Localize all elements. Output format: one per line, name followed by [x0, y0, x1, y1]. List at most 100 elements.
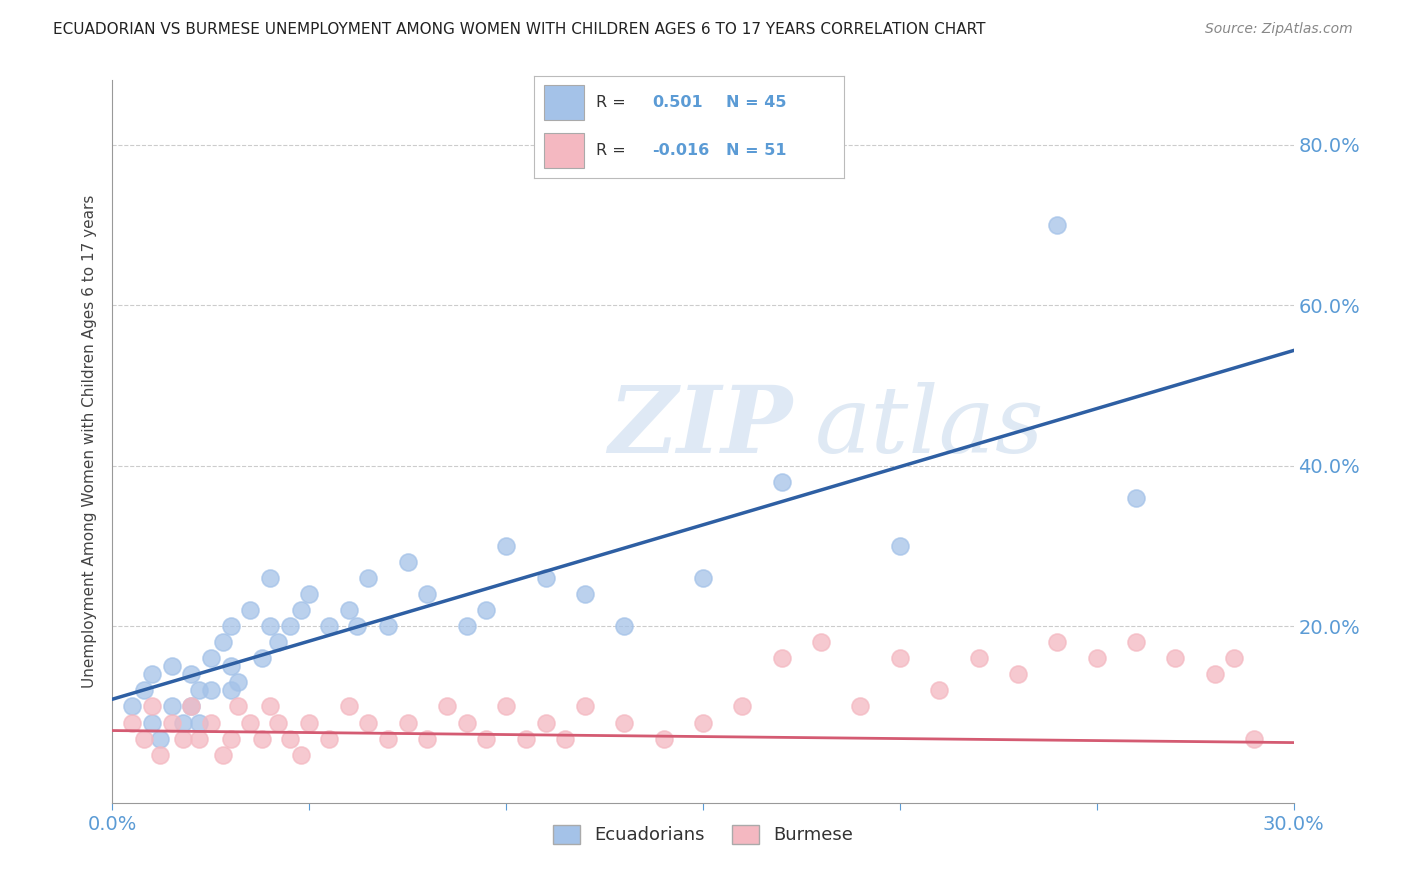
Point — [200, 683, 222, 698]
Point — [141, 715, 163, 730]
Point — [219, 731, 242, 746]
Point — [1125, 635, 1147, 649]
Y-axis label: Unemployment Among Women with Children Ages 6 to 17 years: Unemployment Among Women with Children A… — [82, 194, 97, 689]
Point — [1125, 491, 1147, 505]
Point — [250, 651, 273, 665]
Point — [259, 571, 281, 585]
FancyBboxPatch shape — [544, 133, 583, 168]
Point — [574, 587, 596, 601]
Point — [416, 587, 439, 601]
Point — [180, 699, 202, 714]
Point — [770, 651, 793, 665]
Point — [160, 699, 183, 714]
Point — [1007, 667, 1029, 681]
Point — [396, 555, 419, 569]
Point — [188, 683, 211, 698]
Text: atlas: atlas — [815, 382, 1045, 472]
Point — [239, 603, 262, 617]
Point — [574, 699, 596, 714]
Point — [267, 715, 290, 730]
Point — [259, 699, 281, 714]
Point — [180, 667, 202, 681]
Point — [534, 715, 557, 730]
Text: 0.501: 0.501 — [652, 95, 703, 110]
FancyBboxPatch shape — [544, 85, 583, 120]
Point — [889, 651, 911, 665]
Point — [692, 715, 714, 730]
Point — [436, 699, 458, 714]
Point — [652, 731, 675, 746]
Point — [396, 715, 419, 730]
Point — [495, 699, 517, 714]
Point — [141, 667, 163, 681]
Point — [849, 699, 872, 714]
Point — [141, 699, 163, 714]
Legend: Ecuadorians, Burmese: Ecuadorians, Burmese — [546, 818, 860, 852]
Point — [357, 571, 380, 585]
Point — [456, 715, 478, 730]
Point — [1164, 651, 1187, 665]
Point — [267, 635, 290, 649]
Point — [160, 715, 183, 730]
Point — [298, 715, 321, 730]
Point — [534, 571, 557, 585]
Point — [219, 683, 242, 698]
Point — [149, 747, 172, 762]
Point — [377, 731, 399, 746]
Point — [298, 587, 321, 601]
Point — [180, 699, 202, 714]
Point — [219, 619, 242, 633]
Point — [475, 731, 498, 746]
Text: ECUADORIAN VS BURMESE UNEMPLOYMENT AMONG WOMEN WITH CHILDREN AGES 6 TO 17 YEARS : ECUADORIAN VS BURMESE UNEMPLOYMENT AMONG… — [53, 22, 986, 37]
Point — [928, 683, 950, 698]
Point — [692, 571, 714, 585]
Point — [259, 619, 281, 633]
Point — [357, 715, 380, 730]
Point — [967, 651, 990, 665]
Text: N = 51: N = 51 — [725, 144, 786, 158]
Point — [1085, 651, 1108, 665]
Point — [337, 603, 360, 617]
Point — [1204, 667, 1226, 681]
Point — [290, 603, 312, 617]
Point — [337, 699, 360, 714]
Text: -0.016: -0.016 — [652, 144, 709, 158]
Point — [172, 715, 194, 730]
Text: Source: ZipAtlas.com: Source: ZipAtlas.com — [1205, 22, 1353, 37]
Point — [278, 619, 301, 633]
Text: ZIP: ZIP — [609, 382, 793, 472]
Point — [132, 683, 155, 698]
Point — [188, 731, 211, 746]
Point — [515, 731, 537, 746]
Point — [149, 731, 172, 746]
Point — [278, 731, 301, 746]
Point — [1046, 635, 1069, 649]
Point — [613, 619, 636, 633]
Point — [219, 659, 242, 673]
Point — [200, 651, 222, 665]
Point — [810, 635, 832, 649]
Point — [290, 747, 312, 762]
Point — [416, 731, 439, 746]
Point — [188, 715, 211, 730]
Point — [346, 619, 368, 633]
Point — [200, 715, 222, 730]
Point — [228, 675, 250, 690]
Point — [554, 731, 576, 746]
Point — [211, 635, 233, 649]
Point — [889, 539, 911, 553]
Point — [160, 659, 183, 673]
Point — [211, 747, 233, 762]
Point — [318, 731, 340, 746]
Text: N = 45: N = 45 — [725, 95, 786, 110]
Point — [495, 539, 517, 553]
Point — [121, 699, 143, 714]
Point — [132, 731, 155, 746]
Point — [250, 731, 273, 746]
Point — [1223, 651, 1246, 665]
Point — [475, 603, 498, 617]
Text: R =: R = — [596, 144, 631, 158]
Point — [731, 699, 754, 714]
Point — [613, 715, 636, 730]
Point — [1046, 218, 1069, 232]
